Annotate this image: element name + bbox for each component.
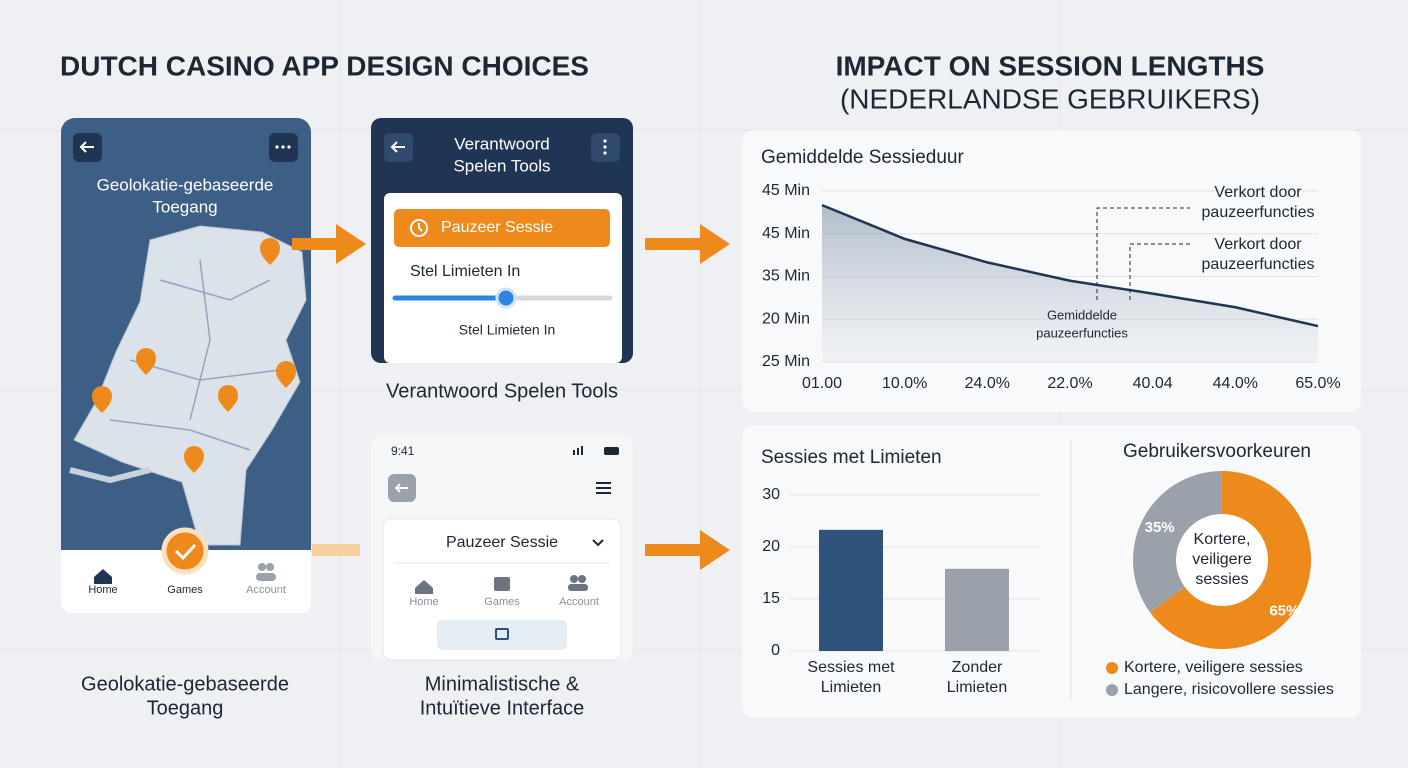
center-label: sessies [1195,571,1248,588]
slider-hint: Stel Limieten In [459,322,556,338]
annotation-leader [1096,207,1190,300]
x-tick-label: 44.0% [1213,375,1258,392]
y-tick-label: 45 Min [762,225,810,242]
menu-label[interactable]: Pauzeer Sessie [446,534,558,551]
x-tick-label: 22.0% [1047,375,1092,392]
right-subtitle: (NEDERLANDSE GEBRUIKERS) [840,83,1260,114]
phone-heading: Verantwoord [454,134,549,153]
slider-label: Stel Limieten In [410,263,520,280]
nav-label[interactable]: Games [484,596,520,608]
arrows [292,224,730,570]
legend-label: Langere, risicovollere sessies [1124,681,1334,698]
nav-label[interactable]: Account [246,584,286,596]
x-tick-label: Zonder [952,659,1003,676]
annotation: Gemiddelde [1047,307,1117,322]
caption: Intuïtieve Interface [420,697,585,719]
bar [945,568,1009,651]
line [821,203,1319,328]
map-pins [92,238,296,473]
value-label: 65% [1269,603,1299,620]
y-tick-label: 45 Min [762,182,810,199]
y-tick-label: 25 Min [762,353,810,370]
x-tick-label: 40.04 [1133,375,1173,392]
x-tick-label: Sessies met [807,659,895,676]
annotation: pauzeerfuncties [1036,325,1128,340]
donut-hole [1176,514,1268,606]
caption: Geolokatie-gebaseerde [81,673,289,695]
annotation: Verkort door [1214,184,1302,201]
status-time: 9:41 [391,444,415,458]
phone-geo [61,118,311,613]
y-tick-label: 0 [771,642,780,659]
slider-knob[interactable] [495,287,517,309]
button-label[interactable]: Pauzeer Sessie [441,219,553,236]
area [822,205,1318,362]
pie-slice [1133,471,1222,613]
y-tick-label: 30 [762,486,780,503]
games-active[interactable] [161,527,209,575]
center-label: Kortere, [1194,531,1251,548]
caption: Verantwoord Spelen Tools [386,380,618,402]
bar [819,529,883,651]
nav-label[interactable]: Account [559,596,599,608]
phone-minimal [371,435,633,661]
legend-swatch [1106,684,1118,696]
pause-button[interactable] [394,209,610,247]
annotation: Verkort door [1214,236,1302,253]
value-label: 35% [1145,519,1175,536]
x-tick-label: 10.0% [882,375,927,392]
phone-heading: Geolokatie-gebaseerde [97,175,274,194]
caption: Toegang [147,697,224,719]
chart-title: Gebruikersvoorkeuren [1123,441,1311,462]
x-tick-label: 24.0% [965,375,1010,392]
right-title: IMPACT ON SESSION LENGTHS [836,50,1265,81]
legend-label: Kortere, veiligere sessies [1124,659,1303,676]
x-tick-label: Limieten [947,679,1007,696]
caption: Minimalistische & [425,673,580,695]
y-tick-label: 35 Min [762,268,810,285]
nav-label[interactable]: Home [88,584,117,596]
annotation: pauzeerfuncties [1202,256,1315,273]
y-tick-label: 20 Min [762,310,810,327]
nav-label[interactable]: Home [409,596,438,608]
legend-swatch [1106,662,1118,674]
left-title: DUTCH CASINO APP DESIGN CHOICES [60,50,589,81]
x-tick-label: Limieten [821,679,881,696]
x-tick-label: 01.00 [802,375,842,392]
x-tick-label: 65.0% [1295,375,1340,392]
y-tick-label: 20 [762,538,780,555]
chart-title: Gemiddelde Sessieduur [761,147,964,168]
phone-heading: Spelen Tools [453,156,550,175]
action-button[interactable] [437,620,567,650]
phone-heading: Toegang [152,197,217,216]
phone-tools [371,118,633,363]
nav-label[interactable]: Games [167,584,203,596]
y-tick-label: 15 [762,590,780,607]
annotation: pauzeerfuncties [1202,204,1315,221]
chart-title: Sessies met Limieten [761,447,942,468]
center-label: veiligere [1192,551,1252,568]
